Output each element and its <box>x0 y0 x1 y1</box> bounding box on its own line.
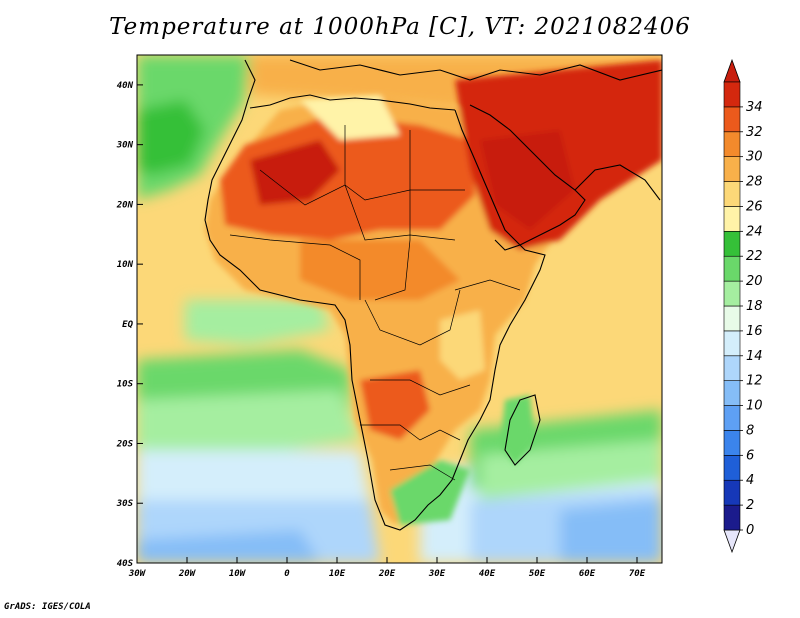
lon-tick-label: 20E <box>378 569 396 579</box>
credit-text: GrADS: IGES/COLA <box>4 602 91 612</box>
lon-tick-label: 50E <box>529 569 546 579</box>
colorbar-label: 8 <box>746 423 754 438</box>
colorbar-swatch <box>723 280 741 307</box>
lat-tick-label: 40N <box>117 81 134 91</box>
lon-tick-label: 70E <box>629 569 646 579</box>
lat-tick-label: 10N <box>117 260 134 270</box>
temperature-field <box>137 55 662 563</box>
lat-tick-label: 40S <box>117 559 134 569</box>
colorbar-swatch <box>723 231 741 257</box>
lat-tick-label: 30N <box>116 141 134 151</box>
map-title: Temperature at 1000hPa [C], VT: 20210824… <box>109 14 691 40</box>
colorbar-swatch <box>723 355 741 381</box>
colorbar-swatch <box>723 504 741 531</box>
lat-tick-label: 20S <box>116 439 134 449</box>
map-frame <box>136 54 663 564</box>
longitude-axis: 30W 20W 10W 0 10E 20E 30E 40E 50E 60E 70E <box>128 557 646 579</box>
colorbar-swatch <box>723 455 741 481</box>
colorbar-label: 4 <box>746 473 754 488</box>
colorbar-swatch <box>723 181 741 207</box>
colorbar-label: 0 <box>746 523 754 538</box>
colorbar-swatch <box>723 330 741 357</box>
colorbar-label: 22 <box>746 249 763 264</box>
colorbar-label: 10 <box>746 399 763 414</box>
latitude-axis: 40N 30N 20N 10N EQ 10S 20S 30S 40S <box>116 81 143 569</box>
colorbar-label: 28 <box>746 175 763 190</box>
colorbar-label: 14 <box>746 349 763 364</box>
colorbar-swatch <box>723 405 741 431</box>
lon-tick-label: 10E <box>329 569 346 579</box>
colorbar-swatch <box>723 131 741 157</box>
colorbar-swatch <box>723 479 741 506</box>
lon-tick-label: 20W <box>178 569 197 579</box>
country-borders <box>229 125 521 481</box>
lon-tick-label: 40E <box>479 569 496 579</box>
colorbar-label: 32 <box>746 125 763 140</box>
lat-tick-label: 30S <box>116 499 134 509</box>
colorbar-label: 18 <box>746 299 763 314</box>
lon-tick-label: 60E <box>579 569 596 579</box>
colorbar-swatch <box>723 305 741 332</box>
colorbar-label: 2 <box>746 498 754 513</box>
coastlines <box>204 59 662 531</box>
lon-tick-label: 0 <box>284 569 290 579</box>
colorbar-under-triangle <box>723 529 741 554</box>
colorbar-label: 6 <box>746 448 754 463</box>
colorbar-swatch <box>723 430 741 456</box>
colorbar-label: 24 <box>746 224 763 239</box>
lat-tick-label: 20N <box>116 200 134 210</box>
colorbar-swatch <box>723 156 741 182</box>
colorbar-label: 30 <box>746 150 763 165</box>
colorbar-swatch <box>723 81 741 108</box>
lon-tick-label: 10W <box>229 569 247 579</box>
lat-tick-label: EQ <box>122 320 133 330</box>
colorbar-swatch <box>723 380 741 406</box>
colorbar-swatch <box>723 206 741 232</box>
colorbar-label: 20 <box>746 274 763 289</box>
lat-tick-label: 10S <box>117 380 134 390</box>
lon-tick-label: 30E <box>428 569 446 579</box>
colorbar-swatch <box>723 255 741 282</box>
colorbar-label: 16 <box>746 324 763 339</box>
colorbar-label: 34 <box>746 100 763 115</box>
lon-tick-label: 30W <box>128 569 147 579</box>
colorbar-swatch <box>723 106 741 133</box>
colorbar-label: 12 <box>746 374 763 389</box>
colorbar-label: 26 <box>746 199 763 214</box>
colorbar-over-triangle <box>723 58 741 83</box>
